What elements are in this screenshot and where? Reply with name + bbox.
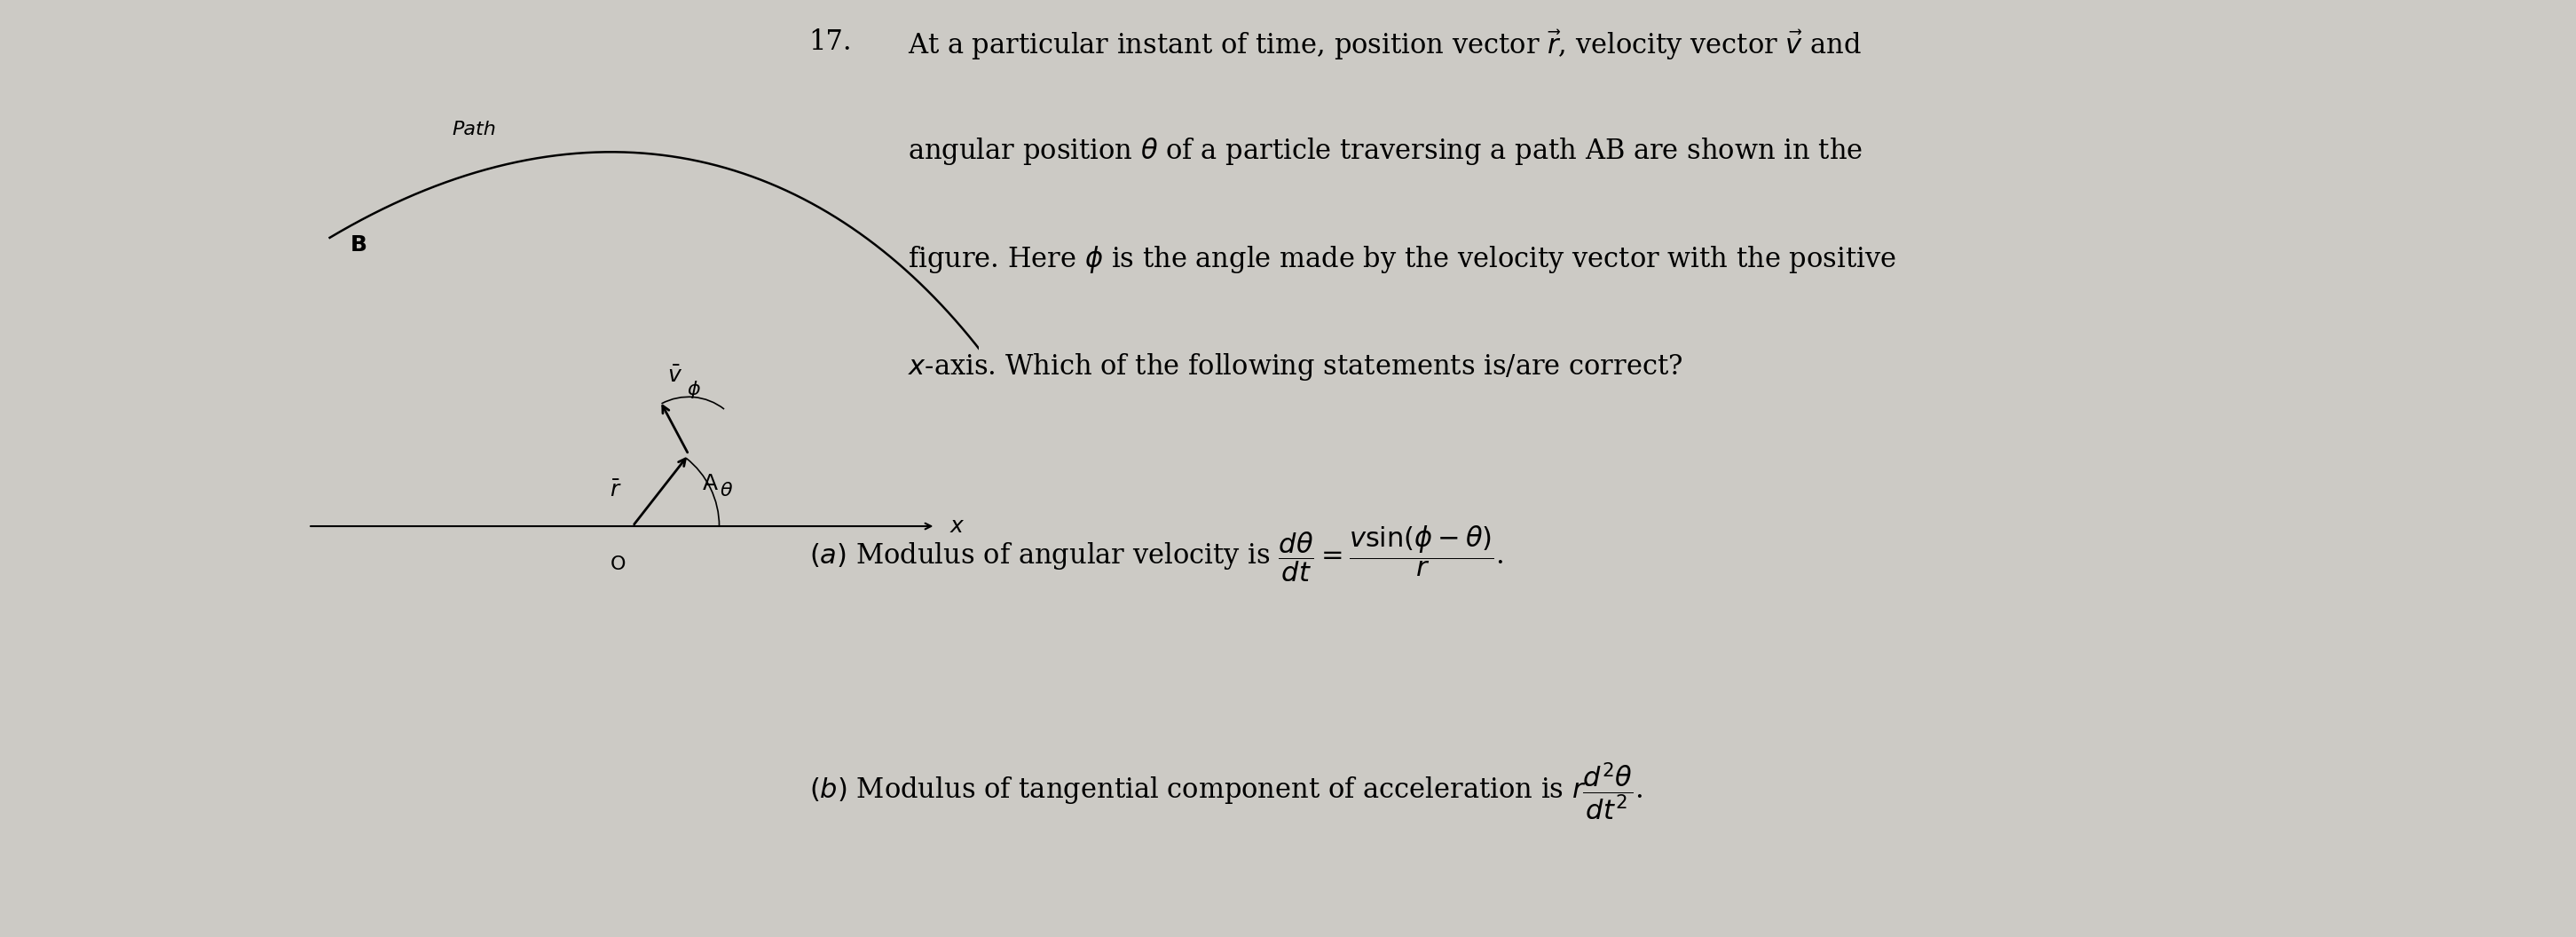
Text: $x$-axis. Which of the following statements is/are correct?: $x$-axis. Which of the following stateme… — [909, 351, 1682, 382]
Text: angular position $\theta$ of a particle traversing a path AB are shown in the: angular position $\theta$ of a particle … — [909, 136, 1862, 167]
Text: $(a)$ Modulus of angular velocity is $\dfrac{d\theta}{dt} = \dfrac{v\sin(\phi - : $(a)$ Modulus of angular velocity is $\d… — [809, 524, 1504, 584]
Text: A: A — [703, 473, 719, 494]
Text: Path: Path — [451, 121, 497, 139]
Text: B: B — [350, 234, 366, 256]
Text: $(b)$ Modulus of tangential component of acceleration is $r\dfrac{d^2\theta}{dt^: $(b)$ Modulus of tangential component of… — [809, 761, 1643, 823]
Text: At a particular instant of time, position vector $\vec{r}$, velocity vector $\ve: At a particular instant of time, positio… — [909, 28, 1862, 62]
Text: O: O — [611, 555, 626, 573]
Text: $\theta$: $\theta$ — [719, 482, 734, 499]
Text: $\bar{r}$: $\bar{r}$ — [611, 480, 621, 501]
Text: x: x — [951, 515, 963, 537]
Text: 17.: 17. — [809, 28, 853, 55]
Text: figure. Here $\phi$ is the angle made by the velocity vector with the positive: figure. Here $\phi$ is the angle made by… — [909, 244, 1896, 275]
Text: $\phi$: $\phi$ — [688, 379, 701, 401]
Text: $\bar{v}$: $\bar{v}$ — [667, 365, 683, 387]
